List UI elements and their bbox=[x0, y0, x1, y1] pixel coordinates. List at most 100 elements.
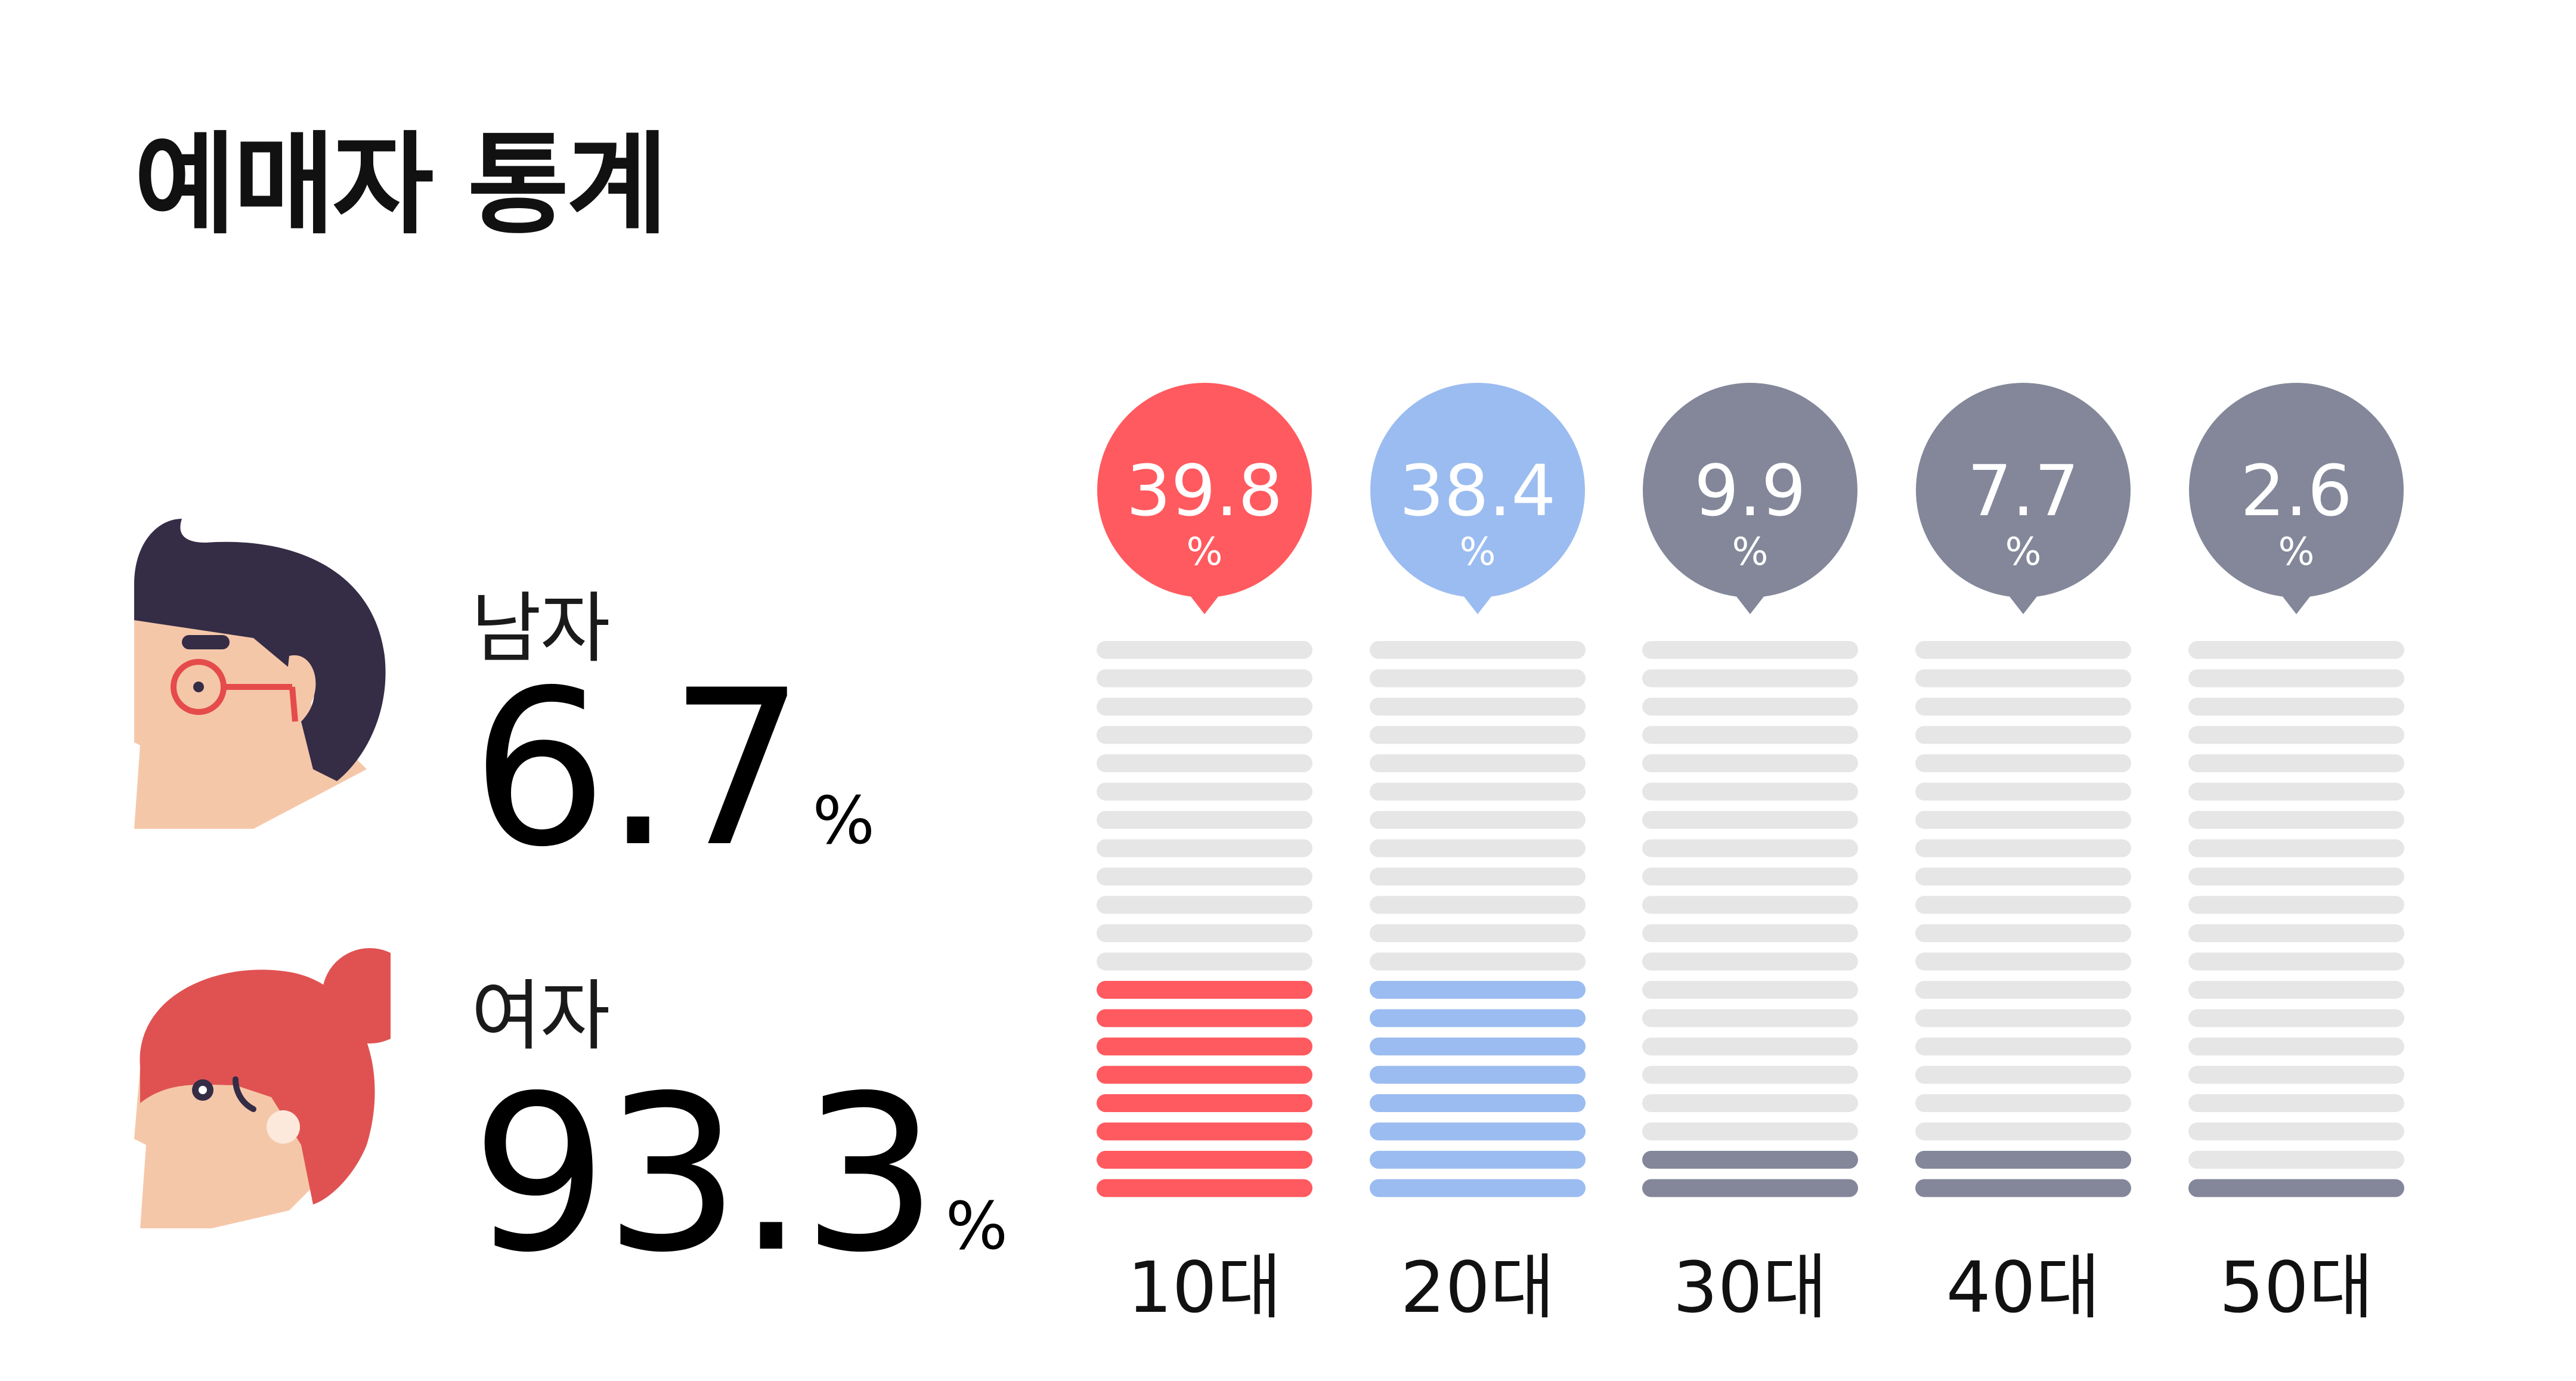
bar-segment-empty bbox=[1642, 1009, 1858, 1027]
bar-segment-empty bbox=[1915, 726, 2131, 744]
bar-segment-filled bbox=[1097, 1179, 1312, 1197]
bar-segment-empty bbox=[2188, 1122, 2404, 1141]
tick-label: 30대 bbox=[1673, 1246, 1828, 1329]
bar-segment-empty bbox=[1097, 698, 1312, 716]
male-avatar-icon bbox=[134, 519, 391, 829]
female-percent-value: 93.3 bbox=[471, 1049, 939, 1299]
bar-segment-empty bbox=[1097, 924, 1312, 942]
bar-segment-empty bbox=[1097, 952, 1312, 971]
bar-segment-empty bbox=[1370, 782, 1586, 801]
bar-segment-filled bbox=[1097, 981, 1312, 999]
bar-segment-filled bbox=[1097, 1009, 1312, 1027]
bar-segment-empty bbox=[1097, 839, 1312, 857]
data-label: 9.9 bbox=[1694, 450, 1806, 532]
value-bubble-pointer bbox=[1188, 593, 1221, 614]
bar-segment-empty bbox=[1370, 811, 1586, 829]
data-label-unit: % bbox=[2278, 530, 2315, 574]
bar-segment-empty bbox=[2188, 1038, 2404, 1055]
bar-segment-filled bbox=[1097, 1066, 1312, 1084]
bar-segment-filled bbox=[1097, 1094, 1312, 1112]
bar-segment-empty bbox=[2188, 839, 2404, 857]
bar-segment-filled bbox=[1370, 1094, 1586, 1112]
bar-segment-empty bbox=[1642, 981, 1858, 999]
male-percent: 6.7% bbox=[471, 662, 875, 877]
value-bubble-pointer bbox=[1461, 593, 1494, 614]
bar-segment-filled bbox=[1642, 1179, 1858, 1197]
bar-segment-empty bbox=[1370, 669, 1586, 688]
bar-segment-empty bbox=[1642, 782, 1858, 801]
bar-segment-empty bbox=[2188, 1094, 2404, 1112]
bar-segment-empty bbox=[1915, 1066, 2131, 1084]
bar-segment-empty bbox=[1642, 669, 1858, 688]
tick-label: 20대 bbox=[1401, 1246, 1555, 1329]
bar-segment-empty bbox=[1915, 782, 2131, 801]
bar-segment-empty bbox=[2188, 1151, 2404, 1169]
bar-segment-empty bbox=[1370, 641, 1586, 659]
data-label: 2.6 bbox=[2240, 450, 2352, 532]
bar-segment-empty bbox=[2188, 924, 2404, 942]
bar-segment-empty bbox=[1370, 698, 1586, 716]
data-label: 38.4 bbox=[1400, 450, 1556, 532]
bar-segment-empty bbox=[2188, 782, 2404, 801]
value-bubble-pointer bbox=[2280, 593, 2313, 614]
bar-segment-empty bbox=[1370, 952, 1586, 971]
bar-segment-empty bbox=[1915, 1122, 2131, 1141]
bar-segment-empty bbox=[1915, 952, 2131, 971]
bar-segment-filled bbox=[1370, 1066, 1586, 1084]
bar-segment-filled bbox=[1370, 981, 1586, 999]
bar-segment-empty bbox=[1370, 924, 1586, 942]
bar-segment-filled bbox=[1370, 1009, 1586, 1027]
bar-segment-empty bbox=[1642, 1066, 1858, 1084]
bar-segment-filled bbox=[2188, 1179, 2404, 1197]
tick-label: 50대 bbox=[2219, 1246, 2374, 1329]
bar-segment-empty bbox=[2188, 1009, 2404, 1027]
bar-segment-empty bbox=[2188, 896, 2404, 914]
bar-segment-filled bbox=[1097, 1151, 1312, 1169]
bar-segment-empty bbox=[1915, 1038, 2131, 1055]
data-label: 39.8 bbox=[1126, 450, 1283, 532]
bar-segment-empty bbox=[1642, 839, 1858, 857]
bar-segment-empty bbox=[1915, 1009, 2131, 1027]
bar-segment-filled bbox=[1370, 1122, 1586, 1141]
bar-segment-empty bbox=[1370, 839, 1586, 857]
bar-segment-empty bbox=[1642, 1122, 1858, 1141]
bar-segment-empty bbox=[1097, 896, 1312, 914]
bar-segment-empty bbox=[2188, 641, 2404, 659]
bar-segment-filled bbox=[1642, 1151, 1858, 1169]
female-avatar-icon bbox=[134, 948, 391, 1228]
bar-segment-empty bbox=[1915, 1094, 2131, 1112]
bar-segment-empty bbox=[1642, 698, 1858, 716]
bar-segment-empty bbox=[1642, 811, 1858, 829]
bar-segment-empty bbox=[1097, 669, 1312, 688]
data-label-unit: % bbox=[1187, 530, 1223, 574]
bar-segment-empty bbox=[1915, 811, 2131, 829]
bar-segment-empty bbox=[1370, 868, 1586, 885]
page-title: 예매자 통계 bbox=[134, 120, 668, 249]
bar-segment-filled bbox=[1097, 1038, 1312, 1055]
female-percent: 93.3% bbox=[471, 1067, 1008, 1282]
value-bubble bbox=[1097, 383, 1312, 597]
bar-segment-empty bbox=[1642, 952, 1858, 971]
bar-segment-empty bbox=[1642, 641, 1858, 659]
bar-segment-empty bbox=[1370, 896, 1586, 914]
male-percent-value: 6.7 bbox=[471, 644, 806, 894]
bar-segment-empty bbox=[1642, 726, 1858, 744]
bar-segment-empty bbox=[1915, 924, 2131, 942]
bar-segment-empty bbox=[1097, 782, 1312, 801]
bar-segment-empty bbox=[1097, 868, 1312, 885]
bar-segment-filled bbox=[1370, 1179, 1586, 1197]
bar-segment-empty bbox=[1915, 698, 2131, 716]
tick-label: 10대 bbox=[1128, 1246, 1282, 1329]
data-label: 7.7 bbox=[1967, 450, 2079, 532]
bar-segment-filled bbox=[1370, 1151, 1586, 1169]
bar-segment-empty bbox=[1642, 754, 1858, 772]
bar-segment-empty bbox=[1642, 868, 1858, 885]
bar-segment-empty bbox=[1370, 726, 1586, 744]
bar-segment-empty bbox=[2188, 669, 2404, 688]
bar-segment-empty bbox=[1915, 754, 2131, 772]
bar-segment-empty bbox=[1642, 924, 1858, 942]
bar-segment-empty bbox=[1915, 669, 2131, 688]
bar-segment-empty bbox=[1915, 981, 2131, 999]
bar-segment-empty bbox=[1097, 754, 1312, 772]
bar-segment-empty bbox=[1915, 868, 2131, 885]
